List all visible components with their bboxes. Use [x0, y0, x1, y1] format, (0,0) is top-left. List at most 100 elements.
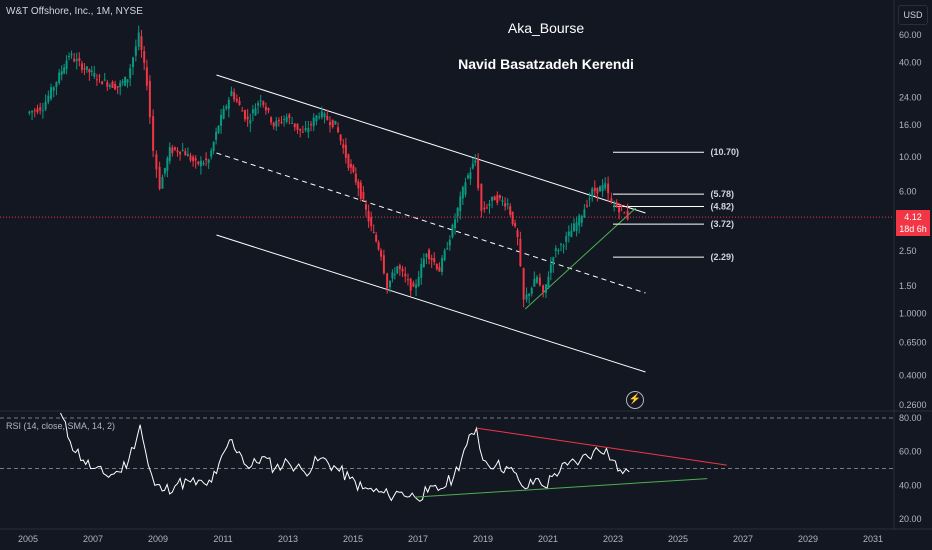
candle-body	[398, 265, 401, 270]
candle-body	[596, 187, 599, 194]
candle-body	[599, 186, 601, 192]
candle-body	[344, 144, 347, 158]
candle-body	[554, 248, 557, 251]
candle-body	[36, 108, 39, 113]
y-tick-label: 6.00	[899, 187, 917, 197]
candle-body	[75, 59, 78, 62]
candle-body	[275, 120, 278, 127]
candle-body	[52, 87, 55, 91]
candle-body	[547, 276, 550, 289]
candle-body	[280, 121, 283, 123]
channel-mid-line	[216, 152, 646, 294]
candle-body	[310, 124, 313, 126]
last-price-badge: 4.12 18d 6h	[896, 210, 930, 236]
candle-body	[331, 119, 334, 128]
candle-body	[90, 70, 93, 73]
candle-body	[544, 284, 547, 293]
candle-body	[354, 173, 357, 183]
candle-body	[70, 54, 73, 56]
lightning-icon[interactable]: ⚡	[626, 391, 644, 409]
candle-body	[347, 154, 350, 169]
candle-body	[318, 116, 321, 118]
candle-body	[560, 243, 562, 245]
fib-level-label: (5.78)	[711, 189, 735, 199]
candle-body	[542, 285, 545, 293]
x-tick-label: 2015	[343, 534, 363, 544]
candle-body	[401, 268, 404, 272]
candle-body	[480, 184, 483, 211]
candle-body	[299, 128, 302, 131]
candle-body	[328, 122, 331, 126]
candle-body	[129, 68, 132, 79]
candle-body	[466, 175, 469, 179]
candle-body	[285, 116, 288, 122]
candle-body	[60, 71, 63, 75]
candle-body	[562, 245, 565, 247]
candle-body	[438, 266, 441, 272]
candle-body	[194, 158, 197, 161]
candle-body	[288, 114, 291, 119]
candle-body	[607, 183, 610, 194]
candle-body	[601, 185, 604, 192]
candle-body	[202, 163, 205, 165]
candle-body	[293, 123, 296, 128]
y-tick-label: 1.0000	[899, 308, 927, 318]
last-price-value: 4.12	[904, 212, 922, 222]
candle-body	[370, 217, 373, 227]
candle-body	[41, 110, 44, 112]
rsi-header[interactable]: RSI (14, close, SMA, 14, 2)	[6, 421, 116, 431]
candle-body	[557, 250, 560, 252]
candle-body	[522, 268, 525, 300]
candle-body	[519, 238, 522, 267]
candle-body	[121, 81, 124, 83]
candle-body	[233, 92, 236, 100]
candle-body	[613, 204, 616, 207]
y-tick-label: 1.50	[899, 281, 917, 291]
candle-body	[626, 210, 629, 220]
rsi-tick-label: 80.00	[899, 413, 922, 423]
candle-body	[277, 120, 280, 122]
candle-body	[249, 120, 252, 124]
rsi-resistance-trendline	[476, 427, 727, 466]
candle-body	[552, 257, 555, 265]
candle-body	[575, 222, 578, 232]
candle-body	[145, 67, 148, 86]
y-tick-label: 40.00	[899, 58, 922, 68]
y-tick-label: 24.00	[899, 92, 922, 102]
candle-body	[31, 110, 34, 113]
candle-body	[235, 98, 238, 102]
currency-button[interactable]: USD	[898, 5, 928, 25]
x-tick-label: 2023	[603, 534, 623, 544]
candle-body	[391, 272, 394, 279]
candle-body	[417, 277, 420, 287]
candle-body	[116, 86, 119, 88]
candle-body	[33, 110, 36, 112]
candle-body	[111, 81, 114, 88]
candle-body	[73, 58, 76, 62]
candle-body	[620, 204, 623, 208]
candle-body	[604, 183, 607, 189]
candle-body	[506, 203, 509, 205]
candle-body	[155, 154, 158, 170]
y-tick-label: 0.2600	[899, 400, 927, 410]
candle-body	[119, 82, 122, 88]
symbol-header[interactable]: W&T Offshore, Inc., 1M, NYSE	[6, 6, 143, 17]
candle-body	[525, 294, 528, 300]
candle-body	[50, 87, 53, 99]
candle-body	[227, 99, 230, 109]
fib-level-label: (2.29)	[711, 252, 735, 262]
candle-body	[63, 67, 66, 74]
candle-body	[93, 72, 96, 77]
candle-body	[357, 181, 360, 189]
candle-body	[339, 134, 342, 141]
candle-body	[528, 293, 531, 297]
candle-body	[461, 187, 464, 199]
candle-body	[161, 176, 164, 189]
candle-body	[246, 116, 249, 120]
candle-body	[375, 234, 378, 242]
candle-body	[365, 204, 367, 210]
candle-body	[83, 68, 86, 70]
candle-body	[533, 278, 536, 287]
candle-body	[615, 202, 618, 208]
candle-body	[126, 79, 129, 83]
